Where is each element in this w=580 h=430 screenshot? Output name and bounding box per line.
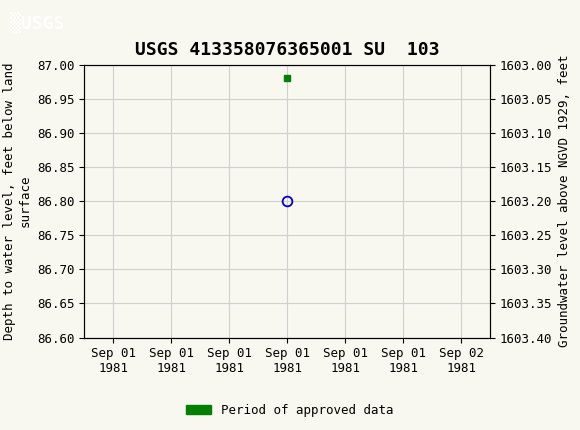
Text: ▒USGS: ▒USGS	[10, 12, 65, 33]
Y-axis label: Groundwater level above NGVD 1929, feet: Groundwater level above NGVD 1929, feet	[558, 55, 571, 347]
Legend: Period of approved data: Period of approved data	[181, 399, 399, 421]
Y-axis label: Depth to water level, feet below land
surface: Depth to water level, feet below land su…	[3, 62, 31, 340]
Title: USGS 413358076365001 SU  103: USGS 413358076365001 SU 103	[135, 41, 440, 59]
